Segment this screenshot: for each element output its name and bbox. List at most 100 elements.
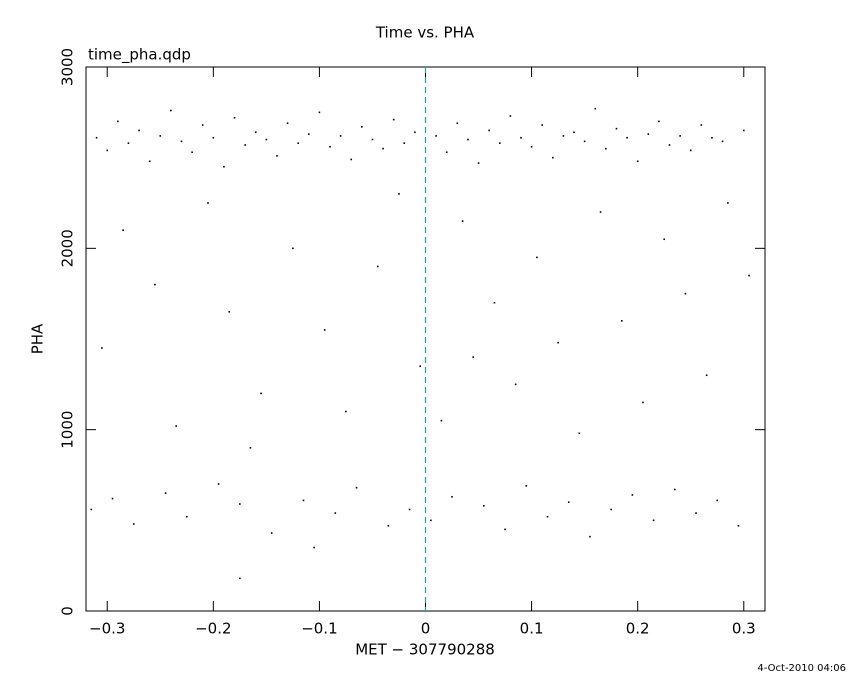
point [679,135,681,137]
point [477,162,480,164]
x-tick-label: −0.2 [195,620,231,638]
point [451,495,453,498]
point [117,120,119,123]
point [456,122,459,125]
point [95,136,98,139]
point [127,142,130,144]
point [361,126,363,128]
point [583,140,586,143]
point [711,136,713,139]
point [355,486,358,489]
point [599,211,602,213]
point [620,320,623,322]
point [239,577,241,580]
point [573,131,575,134]
point [414,131,416,134]
point [185,515,188,518]
point [636,160,639,163]
point [223,165,225,168]
point [483,505,485,507]
point [244,144,246,146]
x-tick-label: 0.1 [520,620,544,638]
point [265,138,268,141]
point [567,501,570,503]
point [546,515,549,518]
point [435,135,437,137]
point [159,135,162,137]
point [239,503,241,505]
point [647,133,650,135]
point [419,365,421,367]
point [440,419,443,422]
point [578,432,581,435]
point [536,256,538,259]
point [520,136,522,139]
point [742,129,745,132]
point [122,229,124,231]
point [154,283,156,286]
point [557,341,559,344]
point [233,116,236,119]
point [663,238,666,241]
point [217,483,220,485]
point [101,347,103,349]
point [106,149,109,152]
point [318,111,321,114]
point [398,193,400,195]
point [652,519,655,522]
chart-title: Time vs. PHA [375,24,475,42]
point [254,131,257,134]
point [111,497,114,500]
point [467,138,469,141]
y-tick-label: 3000 [59,48,77,86]
point [705,374,708,377]
point [530,145,533,148]
point [748,274,750,277]
point [605,147,607,150]
point [350,158,353,161]
point [658,120,660,123]
point [170,109,172,112]
point [472,356,475,358]
point [323,329,326,331]
point [589,535,591,538]
point [228,311,231,313]
x-tick-label: −0.3 [89,620,125,638]
x-axis-label: MET − 307790288 [355,641,495,659]
point [695,512,697,514]
point [302,499,305,502]
x-tick-label: 0.3 [732,620,756,638]
point [403,142,406,144]
point [493,301,496,304]
point [307,133,310,135]
point [292,247,294,250]
point [509,115,512,117]
point [297,142,299,144]
point [387,524,390,527]
x-tick-label: −0.1 [301,620,337,638]
point [716,499,719,502]
point [212,136,215,139]
point [382,147,384,150]
point [90,508,93,511]
point [674,488,676,491]
point [631,494,634,496]
point [430,519,432,522]
point [376,265,379,268]
point [727,202,729,204]
point [392,118,395,121]
point [562,135,565,137]
point [148,160,151,163]
point [334,512,337,514]
point [498,142,501,144]
point [249,447,252,449]
point [164,492,167,494]
point [260,392,262,395]
point [541,124,544,126]
point [313,546,315,549]
subtitle: time_pha.qdp [88,46,191,65]
point [132,523,135,525]
point [488,129,490,132]
point [721,140,724,143]
